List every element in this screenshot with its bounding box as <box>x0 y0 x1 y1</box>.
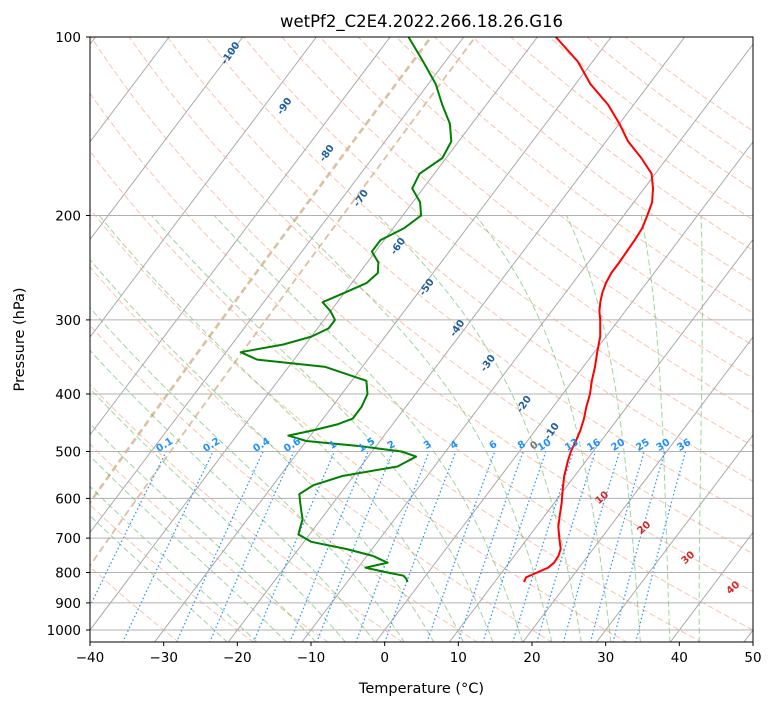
plot-frame <box>89 36 754 643</box>
dry-adiabat <box>434 37 753 282</box>
dry-adiabat <box>90 383 404 642</box>
x-tick-label: 20 <box>523 650 540 666</box>
moist-adiabat <box>289 215 553 642</box>
mixing-ratio-line <box>612 451 666 642</box>
mixing-ratio-label: 6 <box>488 439 500 452</box>
x-tick-label: −10 <box>297 650 326 666</box>
y-tick-label: 600 <box>55 491 81 507</box>
isotherm <box>90 37 538 631</box>
mixing-ratio-line <box>384 451 457 642</box>
y-tick-label: 500 <box>55 445 81 461</box>
y-tick-label: 700 <box>55 531 81 547</box>
moist-adiabat <box>378 215 582 642</box>
mixing-ratio-line <box>635 451 687 642</box>
mixing-ratio-label: 8 <box>516 439 528 452</box>
dry-adiabat <box>90 208 628 642</box>
x-tick-label: −30 <box>149 650 178 666</box>
temperature-profile <box>523 37 654 583</box>
y-tick-label: 300 <box>55 313 81 329</box>
dry-adiabat <box>90 266 553 642</box>
isotherm <box>90 37 244 241</box>
dry-adiabat <box>90 443 329 642</box>
moist-adiabat <box>213 215 523 642</box>
mixing-ratio-line <box>426 451 496 642</box>
moist-adiabat <box>475 215 612 642</box>
y-tick-label: 1000 <box>47 623 81 639</box>
dry-adiabat <box>90 92 753 631</box>
dewpoint-profile <box>239 37 453 583</box>
moist-adiabat <box>90 387 346 642</box>
mixing-ratio-line <box>252 451 336 642</box>
x-tick-label: 30 <box>597 650 614 666</box>
dry-adiabat <box>243 37 753 447</box>
dry-adiabat <box>586 37 753 161</box>
dry-adiabat <box>357 37 753 346</box>
mixing-ratio-line <box>289 451 369 642</box>
mixing-ratio-label: 3 <box>422 439 434 452</box>
isotherm <box>227 37 686 642</box>
dry-adiabat <box>319 37 753 379</box>
moist-adiabat <box>90 349 376 642</box>
chart-title: wetPf2_C2E4.2022.266.18.26.G16 <box>280 12 563 32</box>
mixing-ratio-line <box>512 451 574 642</box>
mixing-ratio-line <box>562 451 621 642</box>
isotherm <box>90 37 317 338</box>
isotherm <box>154 37 612 642</box>
dry-adiabat <box>472 37 753 251</box>
x-tick-label: 10 <box>450 650 467 666</box>
isotherm <box>90 37 465 534</box>
y-axis-title: Pressure (hPa) <box>12 287 28 391</box>
isotherm <box>375 141 753 642</box>
x-tick-label: −40 <box>76 650 105 666</box>
moist-adiabat <box>90 485 258 642</box>
isotherm <box>669 531 753 642</box>
x-axis-title: Temperature (°C) <box>358 681 484 697</box>
dry-adiabat <box>166 37 753 518</box>
x-tick-label: −20 <box>223 650 252 666</box>
isotherm <box>596 433 753 642</box>
isotherm <box>301 43 753 642</box>
x-tick-label: 0 <box>380 650 389 666</box>
isotherm <box>90 37 170 143</box>
mixing-ratio-line <box>209 451 295 642</box>
mixing-ratio-label: 1 <box>327 439 339 452</box>
dry-adiabat <box>90 150 703 642</box>
theta-e-curve <box>90 37 433 505</box>
moist-adiabat <box>98 215 464 642</box>
mixing-ratio-line <box>457 451 524 642</box>
mixing-ratio-line <box>536 451 596 642</box>
isotherm <box>448 238 753 642</box>
moist-adiabat <box>90 307 405 642</box>
mixing-ratio-line <box>90 451 167 608</box>
isotherm <box>522 336 753 642</box>
mixing-ratio-line <box>482 451 547 642</box>
mixing-ratio-line <box>355 451 430 642</box>
dry-adiabat <box>90 37 753 593</box>
moist-adiabat <box>90 258 435 642</box>
mixing-ratio-label: 4 <box>449 439 461 452</box>
y-tick-label: 900 <box>55 596 81 612</box>
isotherm <box>90 37 391 436</box>
moist-adiabat <box>90 422 317 642</box>
x-tick-label: 50 <box>744 650 761 666</box>
moist-adiabat <box>566 215 641 642</box>
mixing-ratio-line <box>589 451 645 642</box>
dry-adiabat <box>395 37 753 314</box>
y-tick-label: 100 <box>55 30 81 46</box>
y-tick-label: 800 <box>55 566 81 582</box>
dry-adiabat <box>281 37 753 413</box>
dry-adiabat <box>128 37 753 555</box>
moist-adiabat <box>90 514 228 642</box>
mixing-ratio-line <box>316 451 394 642</box>
moist-adiabat <box>698 215 703 642</box>
x-tick-label: 40 <box>671 650 688 666</box>
theta-e-curve <box>90 37 476 568</box>
y-tick-label: 200 <box>55 209 81 225</box>
y-tick-label: 400 <box>55 387 81 403</box>
moist-adiabat <box>640 215 671 642</box>
mixing-ratio-label: 2 <box>386 439 398 452</box>
